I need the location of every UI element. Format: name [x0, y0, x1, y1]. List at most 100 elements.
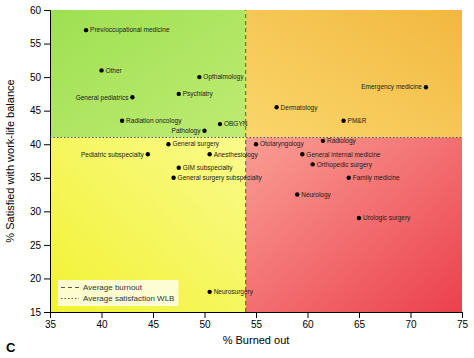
reference-line	[245, 10, 246, 312]
tick: 20	[30, 273, 50, 284]
point	[120, 119, 124, 123]
tick-label: 25	[30, 240, 42, 251]
point	[357, 216, 361, 220]
tick: 55	[251, 312, 263, 330]
point-label: Neurosurgery	[214, 288, 254, 296]
point-label: Prev/occupational medicine	[90, 26, 170, 34]
tick: 40	[96, 312, 108, 330]
legend-label: Average satisfaction WLB	[83, 294, 174, 303]
tick-mark	[44, 111, 50, 112]
point-label: OBGYN	[224, 120, 248, 127]
tick-mark	[308, 312, 309, 318]
point	[130, 95, 134, 99]
tick: 35	[30, 172, 50, 183]
tick-label: 70	[405, 319, 417, 330]
tick-mark	[44, 245, 50, 246]
tick-mark	[205, 312, 206, 318]
panel-label: C	[6, 340, 16, 355]
point	[166, 142, 170, 146]
tick-label: 55	[251, 319, 263, 330]
point-label: Dermatology	[281, 104, 319, 112]
tick-label: 15	[30, 307, 42, 318]
tick: 75	[457, 312, 469, 330]
reference-line	[50, 137, 462, 138]
tick-label: 45	[30, 105, 42, 116]
tick-mark	[44, 312, 50, 313]
tick: 70	[405, 312, 417, 330]
point-label: Opthalmology	[203, 73, 244, 81]
point-label: Pediatric subspecialty	[81, 151, 145, 159]
quadrant	[50, 10, 246, 138]
tick-label: 50	[30, 72, 42, 83]
tick-label: 60	[302, 319, 314, 330]
point-label: Urologic surgery	[363, 214, 411, 222]
point-label: Psychiatry	[183, 90, 214, 98]
point	[197, 75, 201, 79]
point	[207, 290, 211, 294]
point	[300, 152, 304, 156]
point	[171, 176, 175, 180]
point	[274, 105, 278, 109]
tick: 50	[199, 312, 211, 330]
point-label: Pathology	[172, 127, 202, 135]
tick-label: 35	[30, 172, 42, 183]
tick-label: 35	[45, 319, 57, 330]
tick-label: 40	[30, 139, 42, 150]
point	[177, 92, 181, 96]
point-label: Radiation oncology	[126, 117, 182, 125]
point	[321, 139, 325, 143]
tick: 65	[354, 312, 366, 330]
y-axis-title: % Satisfied with work-life balance	[4, 79, 16, 242]
tick: 60	[30, 5, 50, 16]
point-label: Anesthesiology	[214, 151, 259, 159]
tick: 40	[30, 139, 50, 150]
point-label: Other	[106, 67, 123, 74]
plot-area	[50, 10, 462, 312]
tick-label: 45	[148, 319, 160, 330]
tick-label: 55	[30, 38, 42, 49]
point	[177, 166, 181, 170]
legend: Average burnout Average satisfaction WLB	[58, 280, 178, 306]
point-labels: Prev/occupational medicine Other Opthalmol…	[76, 26, 423, 296]
point	[424, 85, 428, 89]
point-label: General surgery subspecialty	[178, 174, 263, 182]
point-label: Otolaryngology	[260, 140, 304, 148]
legend-swatch	[61, 287, 79, 288]
tick-mark	[153, 312, 154, 318]
point	[347, 176, 351, 180]
point-label: Neurology	[301, 191, 331, 199]
x-axis: 35 40 45 50 55 60 65 70 75	[45, 312, 469, 330]
point-label: Radiology	[327, 137, 357, 145]
point-label: Orthopedic surgery	[317, 161, 373, 169]
tick: 35	[45, 312, 57, 330]
point	[218, 122, 222, 126]
point-label: Emergency medicine	[361, 83, 422, 91]
point	[84, 28, 88, 32]
quadrant	[246, 138, 462, 312]
tick-mark	[44, 211, 50, 212]
point	[310, 162, 314, 166]
tick-mark	[256, 312, 257, 318]
tick-mark	[462, 312, 463, 318]
point	[254, 142, 258, 146]
tick-mark	[44, 278, 50, 279]
point-label: Family medicine	[353, 174, 400, 182]
legend-label: Average burnout	[83, 283, 143, 292]
tick: 45	[30, 105, 50, 116]
tick-mark	[359, 312, 360, 318]
tick-mark	[44, 144, 50, 145]
tick-label: 75	[457, 319, 469, 330]
tick-label: 50	[199, 319, 211, 330]
tick: 50	[30, 72, 50, 83]
tick-mark	[44, 44, 50, 45]
point-label: General surgery	[172, 140, 219, 148]
tick-label: 40	[96, 319, 108, 330]
tick: 45	[148, 312, 160, 330]
tick: 15	[30, 307, 50, 318]
chart: 35404550556065707515202530354045505560% …	[0, 0, 474, 358]
legend-swatch	[61, 298, 79, 299]
tick-mark	[44, 178, 50, 179]
point	[341, 119, 345, 123]
tick-label: 20	[30, 273, 42, 284]
point-label: General pediatrics	[76, 94, 129, 102]
